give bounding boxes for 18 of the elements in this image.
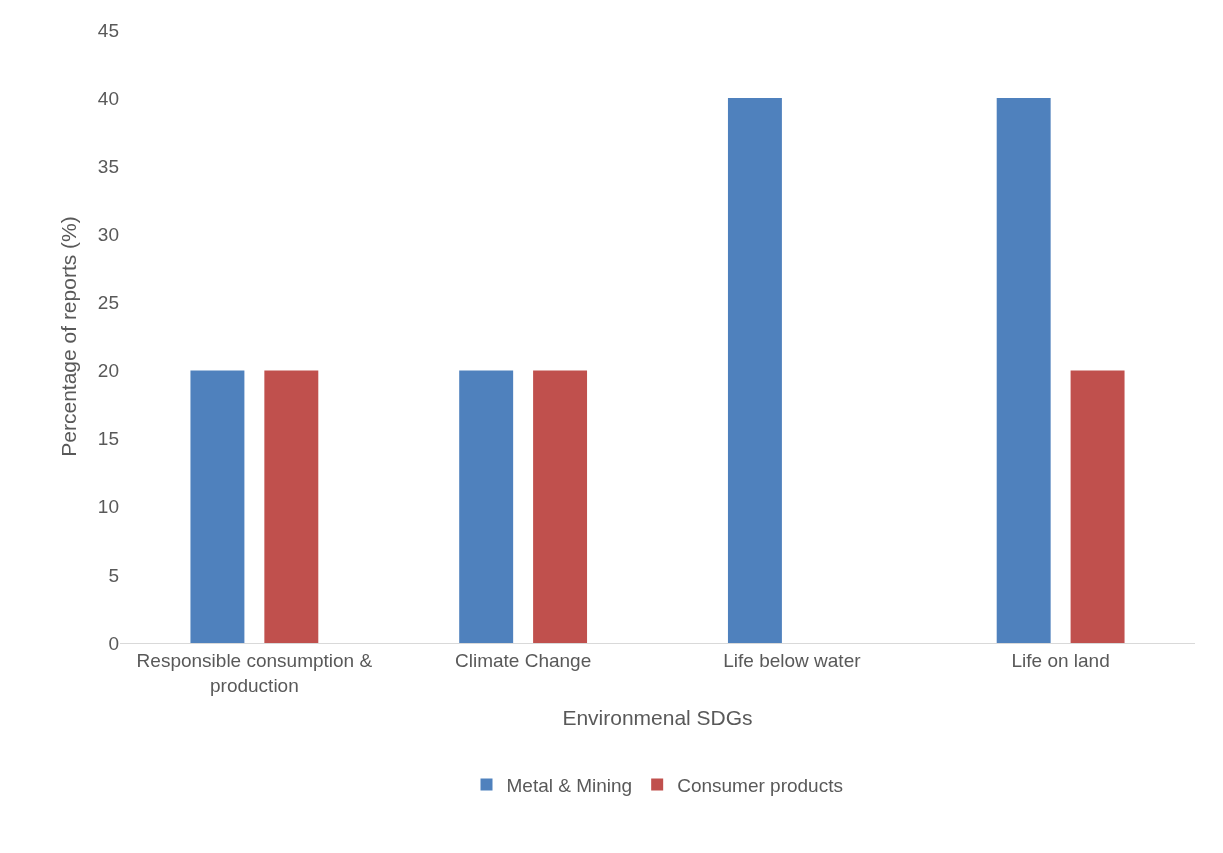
y-tick-label: 45 — [97, 19, 119, 41]
x-axis-title: Environmenal SDGs — [562, 705, 753, 729]
y-tick-label: 5 — [108, 564, 119, 586]
x-tick-label: Responsible consumption & production — [136, 649, 373, 696]
y-tick-label: 15 — [97, 428, 119, 450]
y-axis-title: Percentage of reports (%) — [57, 216, 81, 457]
y-tick-label: 40 — [97, 87, 119, 109]
legend-label: Consumer products — [677, 774, 843, 796]
y-tick-label: 20 — [97, 360, 119, 382]
x-tick-label: Climate Change — [455, 649, 592, 671]
y-tick-label: 30 — [97, 223, 119, 245]
x-tick-label: Life below water — [723, 649, 862, 671]
y-tick-label: 25 — [97, 292, 119, 314]
legend-label: Metal & Mining — [506, 774, 633, 796]
y-tick-label: 35 — [97, 155, 119, 177]
x-tick-label: Life on land — [1011, 649, 1110, 671]
y-tick-label: 0 — [108, 632, 119, 654]
y-tick-label: 10 — [97, 496, 119, 518]
